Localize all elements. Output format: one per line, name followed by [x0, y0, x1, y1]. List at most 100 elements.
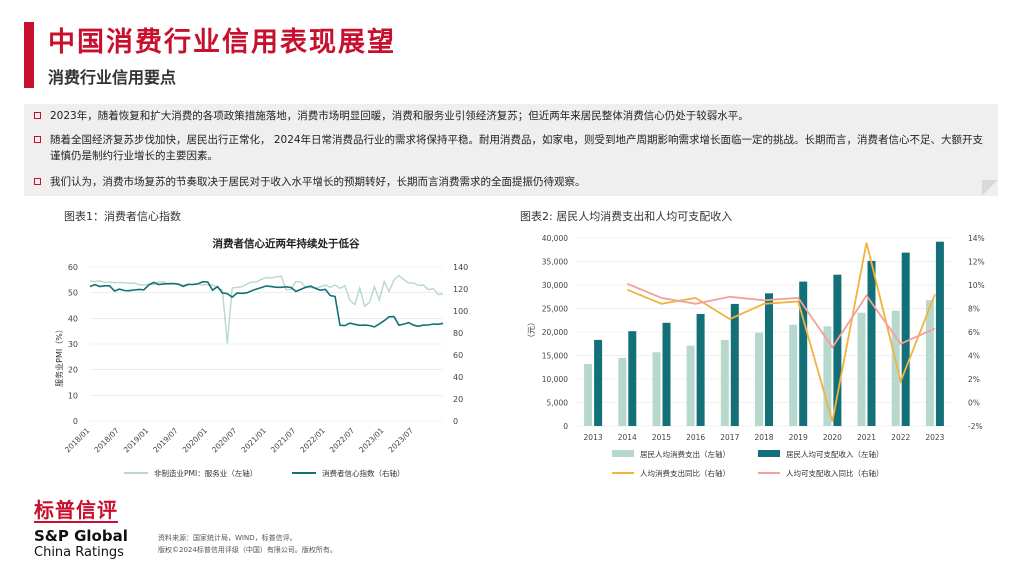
y-tick-label-right: 0 — [453, 417, 458, 426]
bar-consumption-expenditure — [652, 352, 661, 426]
y-tick-label-right: -2% — [968, 422, 983, 431]
x-tick-label: 2022 — [891, 433, 910, 442]
bar-disposable-income — [765, 293, 773, 426]
page-title: 中国消费行业信用表现展望 — [48, 27, 396, 58]
source-line: 资料来源：国家统计局，WIND，标普信评。 — [158, 534, 297, 542]
y-tick-label-right: 80 — [453, 329, 463, 338]
line-income-growth — [626, 282, 936, 349]
y-tick-label-left: 30 — [68, 340, 78, 349]
y-tick-label-left: 5,000 — [547, 399, 569, 408]
y-tick-label-left: 40,000 — [542, 234, 568, 243]
x-tick-label: 2017 — [720, 433, 739, 442]
x-tick-label: 2020/01 — [181, 426, 210, 455]
y-tick-label-right: 40 — [453, 373, 463, 382]
y-tick-label-left: 0 — [73, 417, 78, 426]
bullet-text: 2023年，随着恢复和扩大消费的各项政策措施落地，消费市场明显回暖，消费和服务业… — [50, 110, 749, 122]
x-tick-label: 2022/07 — [328, 426, 357, 455]
legend-label: 居民人均消费支出（左轴） — [640, 449, 730, 459]
x-tick-label: 2019/01 — [122, 426, 151, 455]
y-tick-label-right: 20 — [453, 395, 463, 404]
brand-logo-sp-global: S&P Global — [34, 527, 128, 545]
brand-logo-china-ratings: China Ratings — [34, 545, 124, 560]
brand-logo-cn: 标普信评 — [34, 498, 118, 522]
figure1-label: 图表1：消费者信心指数 — [64, 210, 181, 223]
legend-label: 人均消费支出同比（右轴） — [640, 468, 730, 478]
source-note: 资料来源：国家统计局，WIND，标普信评。 版权©2024标普信用评级（中国）有… — [158, 532, 337, 556]
x-tick-label: 2015 — [652, 433, 671, 442]
y-tick-label-left: 25,000 — [542, 305, 568, 314]
bar-disposable-income — [730, 303, 739, 426]
y-tick-label-right: 140 — [453, 263, 468, 272]
page-subtitle: 消费行业信用要点 — [48, 68, 177, 87]
y-tick-label-left: 0 — [563, 422, 568, 431]
bar-disposable-income — [833, 274, 842, 426]
y-tick-label-right: 60 — [453, 351, 463, 360]
consumer-confidence-chart: 消费者信心近两年持续处于低谷 服务业PMI（%） 010203040506002… — [54, 237, 468, 478]
bullet-text: 随着全国经济复苏步伐加快，居民出行正常化， 2024年日常消费品行业的需求将保持… — [50, 134, 984, 162]
y-tick-label-right: 100 — [453, 307, 468, 316]
bullet-item: 2023年，随着恢复和扩大消费的各项政策措施落地，消费市场明显回暖，消费和服务业… — [34, 108, 992, 124]
series-line-consumer-confidence — [89, 280, 444, 328]
x-tick-label: 2014 — [618, 433, 637, 442]
bar-consumption-expenditure — [755, 332, 763, 426]
x-tick-label: 2019/07 — [151, 426, 180, 455]
y-tick-label-left: 20 — [68, 366, 78, 375]
brand-logo-divider — [34, 521, 118, 523]
bar-consumption-expenditure — [891, 310, 900, 426]
x-tick-label: 2018 — [754, 433, 773, 442]
bullet-item: 我们认为，消费市场复苏的节奏取决于居民对于收入水平增长的预期转好，长期而言消费需… — [34, 174, 992, 190]
bar-consumption-expenditure — [584, 363, 593, 426]
bullet-square-icon — [34, 112, 41, 119]
page-fold-decoration — [982, 180, 998, 196]
x-tick-label: 2022/01 — [298, 426, 327, 455]
y-tick-label-right: 14% — [968, 234, 985, 243]
bar-consumption-expenditure — [789, 324, 798, 426]
bullet-square-icon — [34, 178, 41, 185]
y-tick-label-left: 50 — [68, 289, 78, 298]
x-tick-label: 2023 — [925, 433, 944, 442]
x-tick-label: 2016 — [686, 433, 705, 442]
chart1-title: 消费者信心近两年持续处于低谷 — [213, 237, 360, 250]
y-tick-label-left: 15,000 — [542, 352, 568, 361]
chart1-legend: 非制造业PMI：服务业（左轴） 消费者信心指数（右轴） — [124, 468, 405, 478]
x-tick-label: 2020 — [823, 433, 842, 442]
y-tick-label-left: 10,000 — [542, 375, 568, 384]
key-points-panel: 2023年，随着恢复和扩大消费的各项政策措施落地，消费市场明显回暖，消费和服务业… — [24, 104, 998, 196]
y-tick-label-left: 20,000 — [542, 328, 568, 337]
bar-disposable-income — [867, 260, 876, 426]
y-tick-label-left: 10 — [68, 391, 78, 400]
chart2-left-axis-label: （元） — [527, 318, 536, 342]
y-tick-label-right: 4% — [968, 352, 980, 361]
legend-label: 消费者信心指数（右轴） — [322, 468, 405, 478]
bar-disposable-income — [696, 314, 705, 426]
y-tick-label-right: 0% — [968, 399, 980, 408]
bar-consumption-expenditure — [925, 300, 934, 426]
y-tick-label-right: 120 — [453, 285, 468, 294]
income-expenditure-chart: （元） 0 5,000 10,000 15,000 20,000 25,000 30,000… — [527, 234, 985, 478]
y-tick-label-right: 12% — [968, 258, 985, 267]
legend-label: 居民人均可支配收入（左轴） — [786, 449, 884, 459]
figure2-label: 图表2: 居民人均消费支出和人均可支配收入 — [520, 210, 733, 223]
x-tick-label: 2020/07 — [210, 426, 239, 455]
x-tick-label: 2021 — [857, 433, 876, 442]
bar-disposable-income — [799, 281, 808, 426]
bar-disposable-income — [662, 322, 671, 426]
y-tick-label-right: 8% — [968, 305, 980, 314]
bullet-item: 随着全国经济复苏步伐加快，居民出行正常化， 2024年日常消费品行业的需求将保持… — [34, 132, 992, 164]
y-tick-label-left: 30,000 — [542, 281, 568, 290]
x-tick-label: 2013 — [584, 433, 603, 442]
y-tick-label-right: 10% — [968, 281, 985, 290]
bar-disposable-income — [594, 339, 603, 426]
y-tick-label-right: 6% — [968, 328, 980, 337]
x-tick-label: 2023/01 — [357, 426, 386, 455]
x-tick-label: 2018/07 — [92, 426, 121, 455]
copyright-line: 版权©2024标普信用评级（中国）有限公司。版权所有。 — [158, 546, 337, 554]
y-tick-label-left: 60 — [68, 263, 78, 272]
x-tick-label: 2023/07 — [387, 426, 416, 455]
bar-consumption-expenditure — [857, 312, 866, 426]
bar-disposable-income — [628, 331, 637, 426]
y-tick-label-right: 2% — [968, 375, 980, 384]
bullet-square-icon — [34, 136, 41, 143]
bar-consumption-expenditure — [823, 326, 832, 426]
bar-consumption-expenditure — [618, 357, 627, 426]
